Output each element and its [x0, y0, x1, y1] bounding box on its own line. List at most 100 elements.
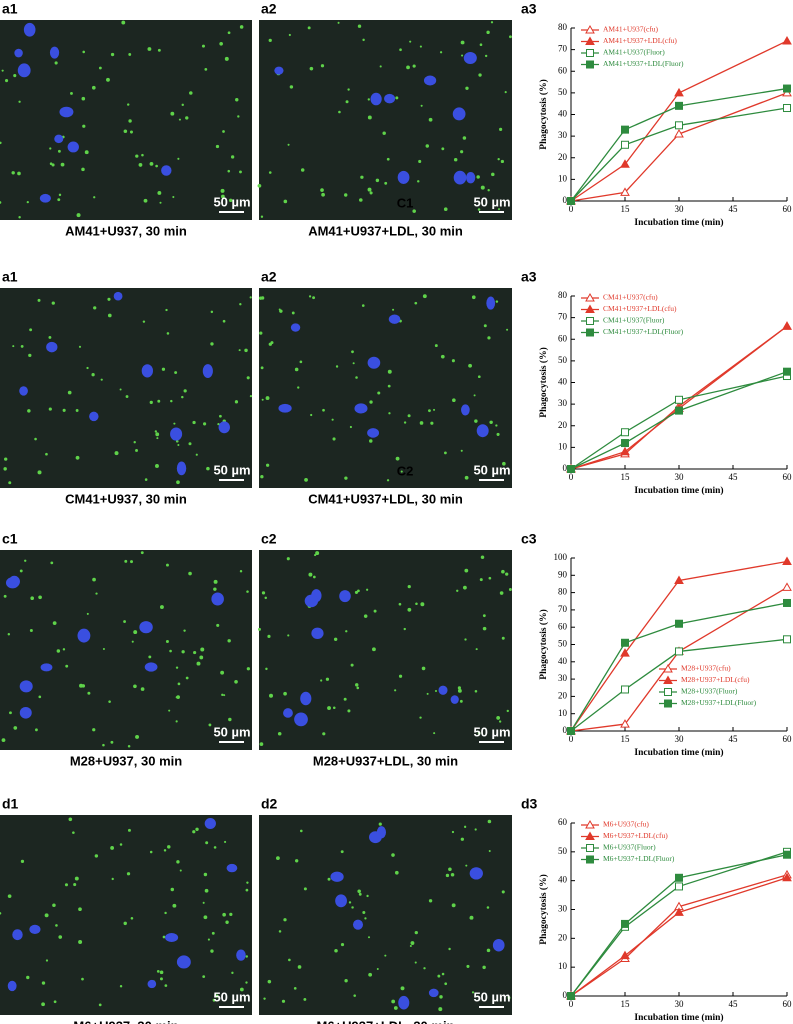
bacterium: [419, 716, 422, 719]
bacterium: [452, 398, 456, 403]
bacterium: [167, 845, 171, 849]
cell: [147, 979, 157, 989]
bacterium: [265, 396, 270, 401]
marker: [621, 439, 629, 448]
x-tick-label: 15: [621, 734, 631, 744]
cell: [29, 924, 41, 935]
bacterium: [92, 577, 96, 582]
marker: [783, 367, 791, 376]
bacterium: [267, 979, 272, 984]
bacterium: [130, 917, 134, 920]
panel-label: c2: [261, 531, 277, 547]
bacterium: [308, 295, 312, 298]
bacterium: [378, 822, 382, 826]
bacterium: [155, 432, 160, 437]
bacterium: [165, 308, 168, 312]
bacterium: [478, 73, 482, 77]
bacterium: [451, 903, 456, 908]
bacterium: [27, 409, 31, 413]
bacterium: [195, 827, 199, 831]
cell: [311, 627, 324, 639]
bacterium: [37, 470, 42, 475]
y-tick-label: 30: [558, 904, 568, 914]
bacterium: [403, 627, 406, 631]
marker: [674, 87, 684, 97]
bacterium: [321, 192, 325, 197]
cell: [354, 403, 368, 414]
marker: [675, 101, 683, 110]
bacterium: [72, 831, 75, 834]
bacterium: [257, 183, 262, 188]
y-tick-label: 80: [558, 22, 568, 32]
cell: [304, 594, 319, 608]
bacterium: [212, 998, 216, 1002]
bacterium: [312, 296, 316, 300]
bacterium: [57, 198, 61, 202]
bacterium: [482, 626, 487, 631]
bacterium: [225, 920, 229, 924]
scale-label: 50 µm: [213, 724, 250, 739]
bacterium: [170, 111, 175, 116]
bacterium: [156, 437, 159, 440]
cell: [46, 341, 58, 353]
bacterium: [166, 563, 169, 567]
bacterium: [258, 627, 261, 631]
panel-label: a1: [2, 1, 18, 17]
y-tick-label: 20: [558, 420, 568, 430]
bacterium: [486, 906, 490, 909]
bacterium: [215, 994, 219, 998]
caption: M28+U937+LDL, 30 min: [313, 753, 458, 768]
bacterium: [222, 912, 226, 917]
bacterium: [386, 479, 390, 482]
marker: [620, 187, 630, 196]
legend-label: M6+U937+LDL(Fluor): [603, 854, 675, 863]
x-axis-label: Incubation time (min): [634, 747, 723, 758]
bacterium: [487, 336, 491, 340]
bacterium: [234, 679, 238, 684]
bacterium: [268, 38, 272, 42]
bacterium: [244, 348, 248, 353]
y-tick-label: 20: [558, 932, 568, 942]
bacterium: [505, 572, 509, 576]
bacterium: [189, 91, 193, 95]
bacterium: [56, 649, 61, 653]
bacterium: [367, 98, 370, 101]
bacterium: [477, 731, 481, 735]
bacterium: [227, 31, 231, 35]
cell: [492, 938, 505, 952]
bacterium: [126, 872, 131, 876]
bacterium: [322, 408, 325, 412]
bacterium: [445, 873, 450, 878]
bacterium: [230, 155, 235, 159]
bacterium: [468, 363, 472, 368]
bacterium: [367, 115, 372, 120]
bacterium: [91, 85, 96, 90]
bacterium: [283, 691, 287, 696]
cell: [384, 93, 396, 104]
bacterium: [143, 198, 148, 203]
bacterium: [400, 986, 405, 991]
bacterium: [375, 178, 380, 183]
marker: [621, 638, 629, 647]
bacterium: [392, 308, 395, 311]
bacterium: [185, 676, 189, 680]
bacterium: [441, 147, 445, 151]
bacterium: [234, 400, 239, 404]
series-line: [570, 560, 788, 732]
marker: [620, 446, 630, 456]
bacterium: [395, 96, 399, 100]
bacterium: [479, 578, 483, 582]
bacterium: [0, 912, 2, 915]
bacterium: [360, 175, 364, 179]
bacterium: [437, 974, 441, 978]
marker: [620, 950, 630, 960]
marker: [620, 159, 630, 168]
bacterium: [216, 623, 220, 627]
scale-label: 50 µm: [213, 462, 250, 477]
series-line: [570, 638, 788, 732]
bacterium: [456, 589, 459, 592]
bacterium: [325, 677, 330, 681]
bacterium: [192, 830, 196, 834]
bacterium: [428, 409, 431, 413]
bacterium: [204, 68, 208, 71]
